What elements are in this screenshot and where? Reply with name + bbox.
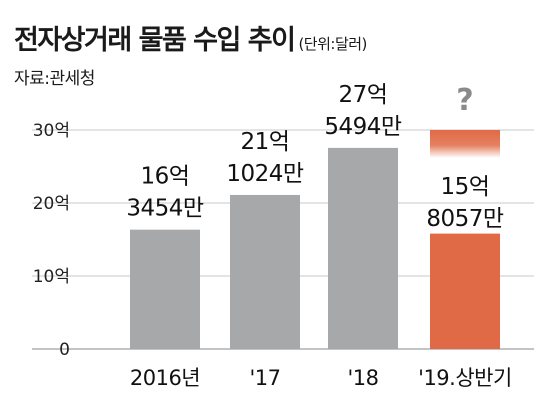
projected-bar-segment <box>430 130 500 158</box>
bars <box>130 130 500 349</box>
bar <box>328 147 398 349</box>
y-tick-label: 10억 <box>33 267 70 287</box>
value-label: 5494만 <box>324 114 402 140</box>
value-label: 27억 <box>339 82 388 108</box>
value-label: 3454만 <box>126 196 204 222</box>
bar <box>230 194 300 349</box>
value-label: 21억 <box>241 129 290 155</box>
value-label: 8057만 <box>426 206 504 232</box>
y-tick-label: 0 <box>59 340 70 360</box>
y-tick-label: 20억 <box>33 194 70 214</box>
source-label: 자료:관세청 <box>14 69 95 89</box>
category-label: '19.상반기 <box>418 366 512 390</box>
question-annotation: ? <box>456 83 473 118</box>
bar <box>430 233 500 349</box>
bar <box>130 229 200 349</box>
value-label: 15억 <box>441 174 490 200</box>
value-label: 1024만 <box>226 161 304 187</box>
category-label: 2016년 <box>130 366 200 390</box>
category-label: '18 <box>348 366 379 390</box>
chart-title: 전자상거래 물품 수입 추이 <box>14 25 296 56</box>
y-tick-label: 30억 <box>33 121 70 141</box>
value-label: 16억 <box>141 164 190 190</box>
category-label: '17 <box>250 366 281 390</box>
labels: 0 10억 20억 30억 2016년 16억 3454만 '17 21억 1024만 '18 27억… <box>33 82 513 390</box>
unit-label: (단위:달러) <box>298 35 367 53</box>
chart-title-row: 전자상거래 물품 수입 추이 (단위:달러) <box>14 18 367 57</box>
